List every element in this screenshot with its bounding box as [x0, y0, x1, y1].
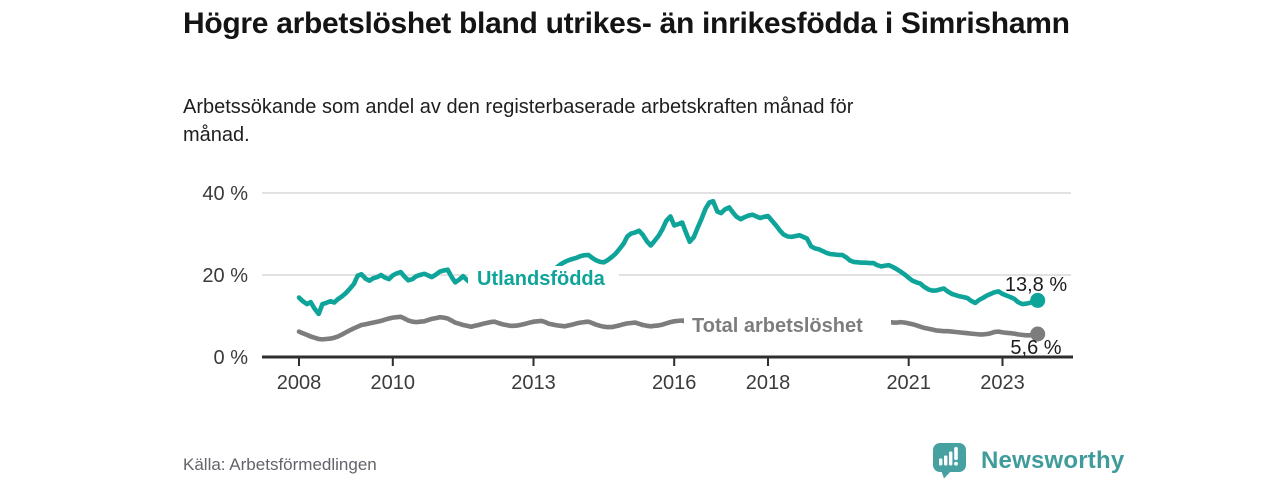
brand-name: Newsworthy: [981, 447, 1125, 474]
y-axis-tick-label: 0 %: [214, 347, 249, 369]
chart-subtitle: Arbetssökande som andel av den registerb…: [183, 96, 854, 146]
series-end-value-label-1: 5,6 %: [1010, 337, 1061, 359]
x-axis-tick-label: 2008: [277, 372, 322, 394]
x-axis-tick-label: 2013: [511, 372, 556, 394]
logo-bubble-tail: [941, 470, 952, 479]
logo-bar-1: [939, 458, 943, 466]
series-line-0: [296, 198, 1040, 317]
series-inline-label-1: Total arbetslöshet: [692, 315, 863, 337]
logo-exclamation-bar: [954, 447, 958, 460]
x-axis-tick-label: 2010: [371, 372, 416, 394]
series-label-mask: [684, 313, 891, 338]
x-axis-tick-label: 2018: [746, 372, 791, 394]
x-axis-tick-label: 2021: [886, 372, 931, 394]
series-inline-label-0: Utlandsfödda: [477, 268, 606, 290]
newsworthy-brand: Newsworthy: [932, 441, 1124, 481]
page-title: Högre arbetslöshet bland utrikes- än inr…: [183, 7, 1070, 40]
y-axis-tick-label: 20 %: [202, 265, 248, 287]
x-axis-tick-label: 2023: [980, 372, 1025, 394]
logo-bar-3: [949, 451, 953, 466]
series-end-dot-1: [1030, 326, 1046, 342]
logo-exclamation-dot: [954, 461, 958, 466]
series-end-value-label-0: 13,8 %: [1005, 274, 1067, 296]
source-attribution: Källa: Arbetsförmedlingen: [183, 455, 377, 474]
y-axis-tick-label: 40 %: [202, 183, 248, 205]
newsworthy-logo-icon: [933, 443, 966, 479]
series-line-1: [296, 314, 1040, 342]
x-axis-tick-label: 2016: [652, 372, 697, 394]
series-end-dot-0: [1030, 292, 1046, 308]
logo-bar-2: [944, 455, 948, 466]
series-label-mask: [468, 266, 619, 291]
